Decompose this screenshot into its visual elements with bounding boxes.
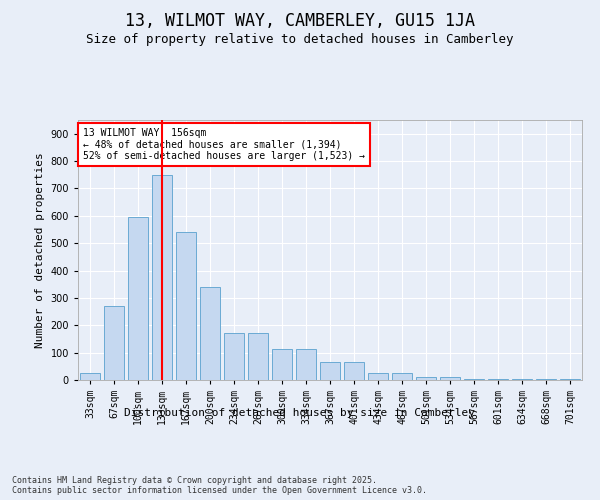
Text: 13 WILMOT WAY: 156sqm
← 48% of detached houses are smaller (1,394)
52% of semi-d: 13 WILMOT WAY: 156sqm ← 48% of detached … xyxy=(83,128,365,161)
Bar xyxy=(488,378,508,380)
Bar xyxy=(464,378,484,380)
Bar xyxy=(248,334,268,380)
Bar xyxy=(512,379,532,380)
Bar xyxy=(440,376,460,380)
Bar xyxy=(416,376,436,380)
Bar xyxy=(104,306,124,380)
Bar xyxy=(296,348,316,380)
Y-axis label: Number of detached properties: Number of detached properties xyxy=(35,152,45,348)
Bar xyxy=(224,334,244,380)
Text: 13, WILMOT WAY, CAMBERLEY, GU15 1JA: 13, WILMOT WAY, CAMBERLEY, GU15 1JA xyxy=(125,12,475,30)
Bar xyxy=(200,287,220,380)
Text: Size of property relative to detached houses in Camberley: Size of property relative to detached ho… xyxy=(86,32,514,46)
Bar xyxy=(368,372,388,380)
Bar xyxy=(80,372,100,380)
Bar xyxy=(344,362,364,380)
Bar xyxy=(320,362,340,380)
Bar xyxy=(152,174,172,380)
Text: Contains HM Land Registry data © Crown copyright and database right 2025.
Contai: Contains HM Land Registry data © Crown c… xyxy=(12,476,427,495)
Text: Distribution of detached houses by size in Camberley: Distribution of detached houses by size … xyxy=(125,408,476,418)
Bar xyxy=(560,378,580,380)
Bar xyxy=(128,217,148,380)
Bar xyxy=(272,348,292,380)
Bar xyxy=(392,372,412,380)
Bar xyxy=(176,232,196,380)
Bar xyxy=(536,379,556,380)
